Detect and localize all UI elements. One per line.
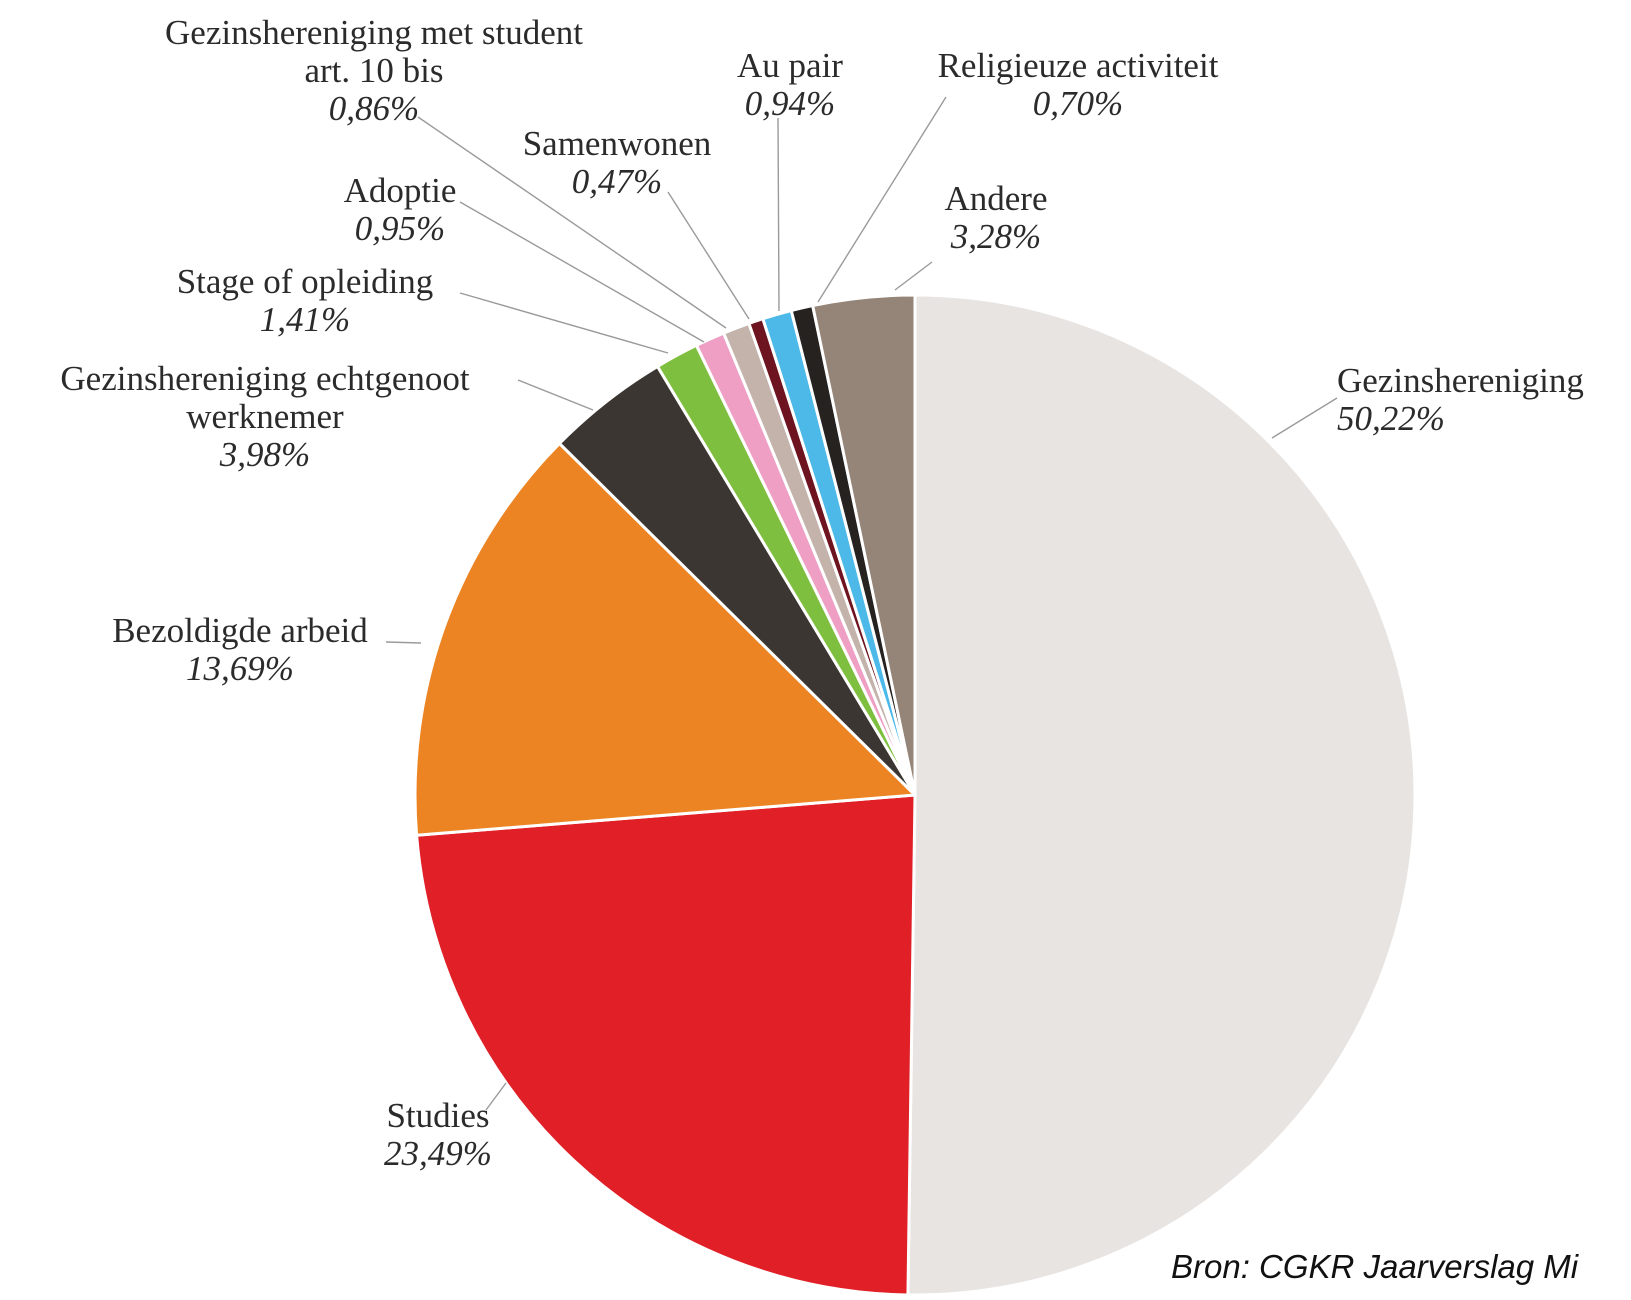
pie-slices xyxy=(413,293,1417,1297)
slice-label-percentage: 3,28% xyxy=(950,217,1041,256)
slice-labels: Gezinshereniging 50,22% Studies 23,49% Bezol… xyxy=(60,13,1583,1173)
slice-label-gezinshereniging: Gezinshereniging 50,22% xyxy=(1337,361,1584,438)
slice-label-percentage: 0,86% xyxy=(329,89,419,128)
slice-label-au-pair: Au pair 0,94% xyxy=(737,46,843,123)
slice-label-name: Gezinshereniging met student xyxy=(165,13,583,52)
slice-label-percentage: 0,95% xyxy=(355,209,445,248)
slice-label-adoptie: Adoptie 0,95% xyxy=(344,171,457,248)
slice-label-name: Religieuze activiteit xyxy=(938,46,1219,85)
slice-label-samenwonen: Samenwonen 0,47% xyxy=(523,124,712,201)
slice-label-name: Bezoldigde arbeid xyxy=(112,611,368,650)
leader-line-studies xyxy=(485,1082,507,1111)
slice-label-name: Studies xyxy=(386,1096,489,1135)
leader-line-au-pair xyxy=(777,117,780,312)
slice-label-name: Stage of opleiding xyxy=(177,262,434,301)
leader-line-gezinshereniging-met-student-art-10-bis xyxy=(417,116,727,329)
leader-line-adoptie xyxy=(459,201,705,343)
slice-label-studies: Studies 23,49% xyxy=(384,1096,492,1173)
slice-label-name: Gezinshereniging xyxy=(1337,361,1584,400)
slice-label-name: werknemer xyxy=(186,397,344,436)
leader-line-gezinshereniging xyxy=(1271,397,1338,439)
slice-label-percentage: 0,94% xyxy=(745,84,835,123)
slice-label-religieuze-activiteit: Religieuze activiteit 0,70% xyxy=(938,46,1219,123)
leader-line-gezinshereniging-echtgenoot-werknemer xyxy=(517,379,594,411)
slice-label-bezoldigde-arbeid: Bezoldigde arbeid 13,69% xyxy=(112,611,368,688)
slice-label-name: Gezinshereniging echtgenoot xyxy=(60,359,469,398)
slice-label-name: Andere xyxy=(944,179,1047,218)
slice-label-name: Samenwonen xyxy=(523,124,712,163)
slice-label-stage-of-opleiding: Stage of opleiding 1,41% xyxy=(177,262,434,339)
slice-label-name: Adoptie xyxy=(344,171,457,210)
leader-lines xyxy=(385,96,1338,1111)
slice-label-percentage: 3,98% xyxy=(219,435,310,474)
slice-label-percentage: 0,70% xyxy=(1033,84,1123,123)
leader-line-samenwonen xyxy=(667,191,750,320)
pie-slice-andere xyxy=(811,293,917,797)
slice-label-name: Au pair xyxy=(737,46,843,85)
source-note: Bron: CGKR Jaarverslag Mi xyxy=(1171,1248,1579,1285)
slice-label-andere: Andere 3,28% xyxy=(944,179,1047,256)
slice-label-name: art. 10 bis xyxy=(304,51,443,90)
pie-slice-gezinshereniging xyxy=(906,293,1417,1297)
pie-slice-studies xyxy=(415,793,917,1297)
leader-line-bezoldigde-arbeid xyxy=(385,641,422,644)
slice-label-percentage: 0,47% xyxy=(572,162,662,201)
slice-label-gezinshereniging-met-student-art-10-bis: Gezinshereniging met student art. 10 bis 0… xyxy=(165,13,583,128)
slice-label-percentage: 1,41% xyxy=(260,300,350,339)
slice-label-percentage: 50,22% xyxy=(1337,399,1445,438)
leader-line-religieuze-activiteit xyxy=(817,96,947,303)
slice-label-percentage: 23,49% xyxy=(384,1134,492,1173)
pie-slice-bezoldigde-arbeid xyxy=(413,441,917,837)
leader-line-stage-of-opleiding xyxy=(459,292,669,354)
slice-label-percentage: 13,69% xyxy=(186,649,294,688)
slice-label-gezinshereniging-echtgenoot-werknemer: Gezinshereniging echtgenoot werknemer 3,98… xyxy=(60,359,469,474)
leader-line-andere xyxy=(894,261,933,291)
